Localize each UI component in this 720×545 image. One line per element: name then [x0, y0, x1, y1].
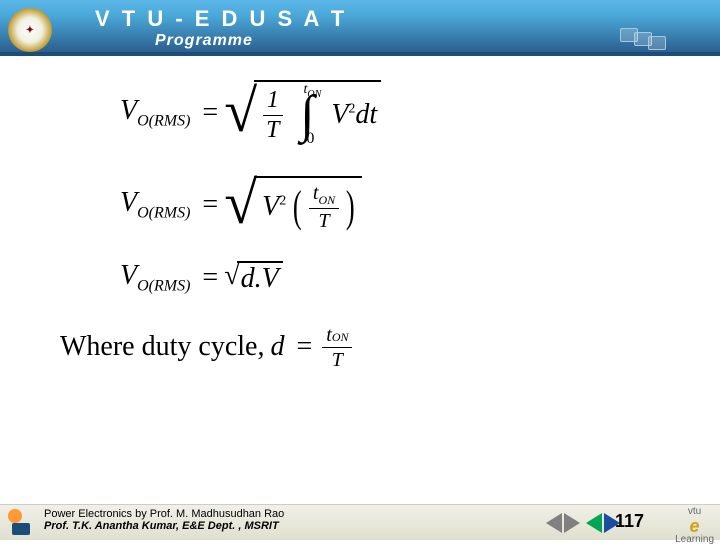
paren-right-icon: ): [346, 189, 355, 224]
equals-sign: =: [296, 331, 312, 363]
var-v2: V: [331, 99, 348, 130]
radical-icon: √: [224, 266, 239, 286]
var-v: V: [120, 187, 137, 218]
frac-den: T: [314, 209, 333, 232]
var-d: d: [270, 331, 284, 363]
equation-rms-dv: VO(RMS) = √ d.V: [120, 260, 600, 296]
sub-orms: O(RMS): [137, 205, 190, 222]
elearning-logo: vtu e Learning: [675, 507, 714, 545]
radical-icon: √: [224, 90, 257, 132]
frac-den: T: [262, 116, 283, 143]
nav-prev-green-icon[interactable]: [586, 513, 602, 533]
page-number: 117: [615, 511, 644, 532]
nav-next-grey-icon[interactable]: [564, 513, 580, 533]
frac-num-sub: ON: [318, 193, 335, 207]
dt: dt: [355, 99, 377, 130]
equals-sign: =: [202, 189, 218, 221]
frac-den: T: [328, 348, 347, 371]
rhs-dv: d.V: [241, 263, 279, 295]
frac-num-sub: ON: [332, 330, 349, 344]
slide-header: ✦ V T U - E D U S A T Programme: [0, 0, 720, 68]
sub-orms: O(RMS): [137, 278, 190, 295]
credit-line-2: Prof. T.K. Anantha Kumar, E&E Dept. , MS…: [44, 520, 284, 532]
duty-cycle-definition: Where duty cycle, d = tON T: [60, 324, 600, 371]
nav-prev-grey-icon[interactable]: [546, 513, 562, 533]
slide-content: VO(RMS) = √ 1 T tON ∫ 0 V2dt: [120, 80, 600, 371]
sup-2: 2: [279, 194, 286, 209]
sub-orms: O(RMS): [137, 113, 190, 130]
var-v: V: [120, 260, 137, 291]
header-subtitle: Programme: [155, 32, 253, 50]
paren-left-icon: (: [293, 189, 302, 224]
duty-text: Where duty cycle,: [60, 331, 264, 363]
nav-arrows: [546, 513, 620, 533]
credit-line-1: Power Electronics by Prof. M. Madhusudha…: [44, 508, 284, 520]
slide-footer: Power Electronics by Prof. M. Madhusudha…: [0, 504, 720, 540]
var-v: V: [120, 95, 137, 126]
int-lower: 0: [306, 130, 314, 148]
elearning-bot: Learning: [675, 535, 714, 545]
frac-num: 1: [263, 87, 283, 115]
vtu-logo: ✦: [8, 8, 52, 52]
equals-sign: =: [202, 97, 218, 129]
equals-sign: =: [202, 262, 218, 294]
elearning-e: e: [690, 516, 700, 536]
header-title: V T U - E D U S A T: [95, 6, 347, 32]
equation-rms-ton: VO(RMS) = √ V2 ( tON T ): [120, 176, 600, 234]
var-v: V: [262, 191, 279, 222]
equation-rms-integral: VO(RMS) = √ 1 T tON ∫ 0 V2dt: [120, 80, 600, 146]
header-decoration: [620, 28, 670, 58]
radical-icon: √: [224, 182, 257, 224]
footer-credits: Power Electronics by Prof. M. Madhusudha…: [44, 508, 284, 532]
isro-logo: [6, 509, 38, 537]
